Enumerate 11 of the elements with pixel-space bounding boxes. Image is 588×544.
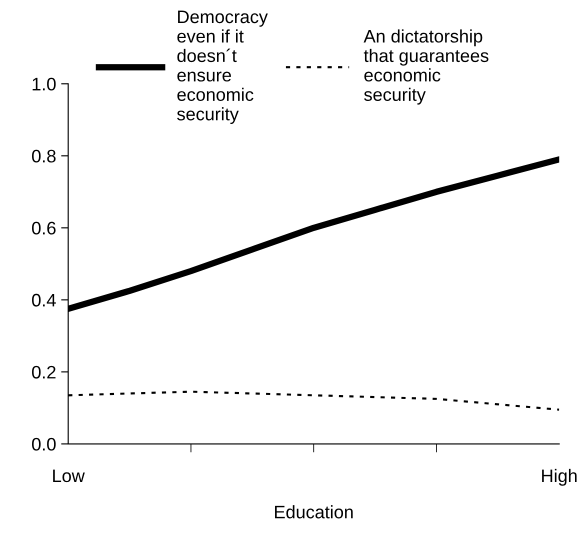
- legend-label: An dictatorship that guarantees economic security: [364, 29, 488, 105]
- y-tick-label: 1.0: [32, 78, 56, 90]
- y-tick-label: 0.6: [32, 222, 56, 235]
- x-tick-label: Low: [53, 470, 85, 482]
- y-tick-label: 0.0: [32, 438, 56, 451]
- x-axis-title: Education: [275, 505, 353, 518]
- legend-label: Democracy even if it doesn´t ensure economic security: [177, 10, 268, 124]
- y-tick-label: 0.2: [32, 366, 56, 379]
- x-tick-label: High: [542, 468, 577, 486]
- y-tick-label: 0.4: [32, 294, 56, 307]
- y-tick-label: 0.8: [32, 150, 56, 163]
